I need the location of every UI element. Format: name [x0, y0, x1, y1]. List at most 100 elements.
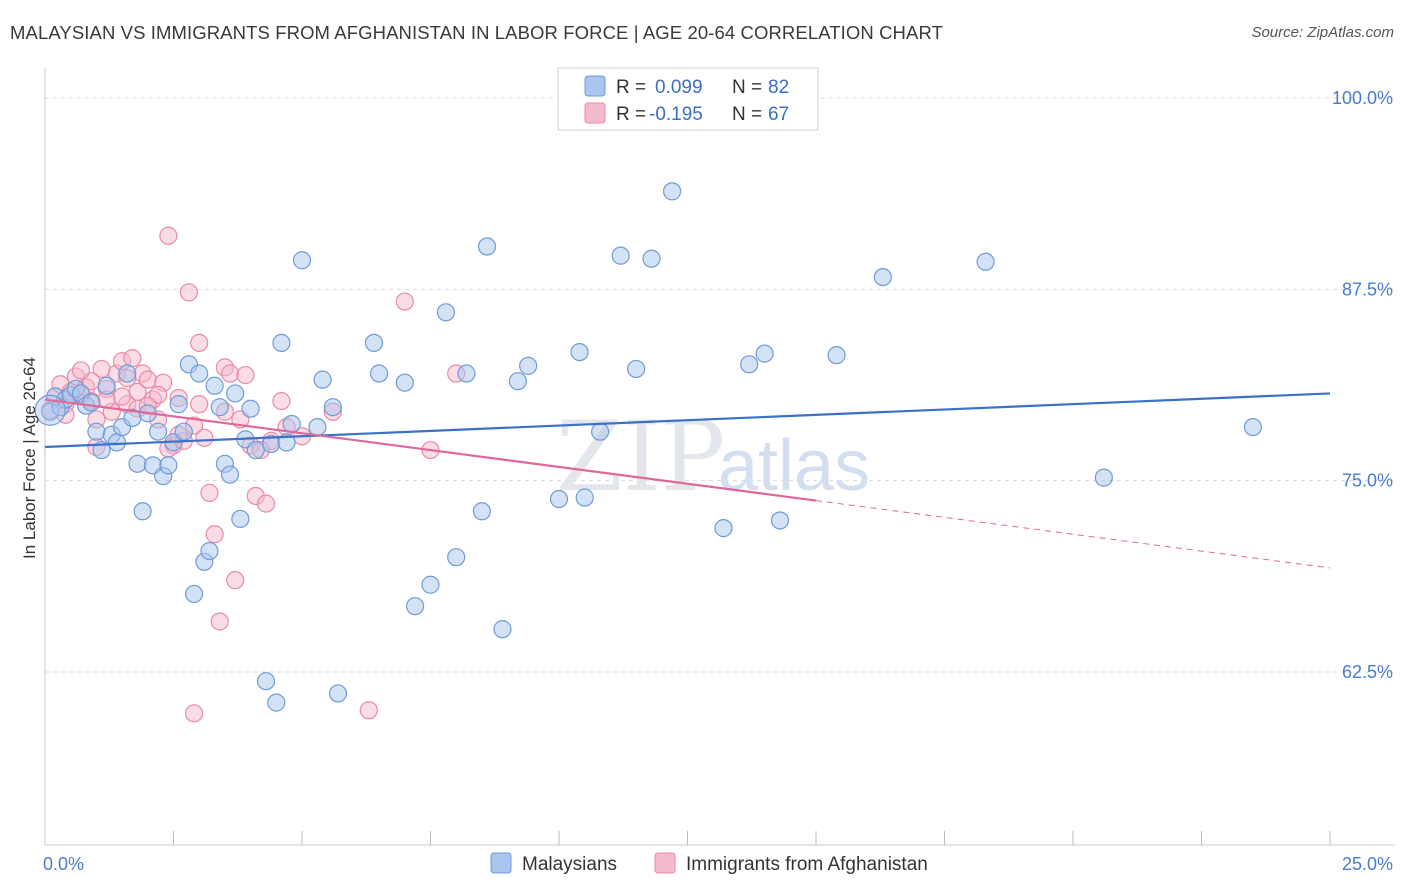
afghanistan-point — [184, 704, 204, 723]
axis-layer: 62.5% 75.0% 87.5% 100.0% 0.0% 25.0% — [43, 68, 1395, 874]
malaysian-point — [313, 370, 332, 389]
afghanistan-point — [195, 428, 214, 447]
legend-n-value-1: 82 — [768, 77, 789, 98]
malaysian-point — [210, 398, 229, 417]
legend-n-label-2: N = — [732, 104, 762, 125]
malaysian-point — [477, 237, 497, 256]
malaysian-point — [714, 519, 733, 538]
malaysian-point — [246, 440, 265, 460]
afghanistan-point — [190, 333, 209, 353]
malaysian-point — [740, 355, 759, 374]
malaysian-point — [97, 376, 116, 395]
legend-r-label-1: R = — [616, 77, 646, 98]
malaysian-point — [827, 346, 846, 365]
malaysian-point — [770, 511, 790, 530]
afghanistan-point — [220, 364, 240, 383]
malaysian-point — [493, 620, 512, 639]
malaysian-point — [82, 393, 101, 412]
malaysian-point — [128, 454, 147, 473]
malaysian-point — [200, 541, 219, 561]
malaysian-point — [447, 548, 466, 567]
malaysian-point — [107, 433, 127, 452]
legend-r-value-2: -0.195 — [649, 104, 703, 125]
afghanistan-point — [205, 525, 224, 544]
afghanistan-point — [138, 370, 157, 389]
malaysian-point — [272, 333, 291, 353]
legend-swatch-afghanistan — [584, 102, 606, 124]
malaysian-point — [436, 303, 456, 322]
afghanistan-point — [226, 571, 245, 590]
x-tick-label: 0.0% — [43, 854, 84, 874]
chart-title: MALAYSIAN VS IMMIGRANTS FROM AFGHANISTAN… — [10, 22, 943, 43]
malaysian-point — [328, 684, 348, 703]
source-label: Source: ZipAtlas.com — [1251, 24, 1394, 41]
malaysian-point — [421, 575, 440, 594]
afghanistan-point — [200, 483, 219, 503]
afghanistan-trend-line — [44, 398, 817, 502]
legend-n-label-1: N = — [732, 77, 762, 98]
malaysian-point — [472, 502, 491, 521]
afghanistan-point — [272, 391, 291, 411]
legend-r-label-2: R = — [616, 104, 646, 125]
malaysian-point — [976, 252, 995, 271]
malaysian-point — [549, 489, 569, 509]
malaysian-point — [364, 333, 384, 353]
malaysian-point-cluster — [34, 394, 66, 426]
watermark-atlas: atlas — [718, 426, 870, 506]
y-tick-label: 87.5% — [1342, 279, 1393, 299]
malaysian-point — [133, 502, 152, 521]
afghanistan-point — [123, 349, 142, 368]
afghanistan-point — [236, 365, 255, 385]
afghanistan-trend-line-extension — [815, 500, 1331, 569]
malaysian-point — [308, 417, 327, 437]
legend-n-value-2: 67 — [768, 104, 789, 125]
malaysian-point — [184, 584, 204, 604]
bottom-legend-label-malaysians: Malaysians — [522, 854, 617, 875]
malaysian-point — [256, 672, 276, 691]
afghanistan-point — [159, 226, 178, 245]
malaysian-point — [267, 693, 286, 712]
y-tick-label: 75.0% — [1342, 471, 1393, 491]
malaysian-point — [226, 384, 245, 403]
malaysian-point — [508, 372, 527, 391]
legend-r-value-1: 0.099 — [655, 77, 703, 98]
afghanistan-point — [179, 283, 199, 302]
bottom-legend-label-afghanistan: Immigrants from Afghanistan — [686, 854, 928, 875]
afghanistan-point — [190, 395, 209, 414]
y-tick-label: 62.5% — [1342, 662, 1393, 682]
trend-layer — [44, 392, 1331, 569]
malaysian-point — [570, 342, 589, 362]
malaysian-point — [626, 359, 646, 379]
bottom-legend-swatch-afghanistan — [654, 852, 676, 874]
bottom-legend-swatch-malaysians — [490, 852, 512, 874]
x-tick-label: 25.0% — [1342, 854, 1393, 874]
afghanistan-point — [256, 494, 276, 513]
malaysian-point — [1243, 417, 1263, 437]
afghanistan-point — [359, 701, 378, 720]
malaysian-point — [1094, 468, 1113, 487]
malaysian-point — [575, 488, 594, 507]
malaysian-point — [519, 356, 538, 375]
top-legend: R = 0.099 N = 82 R = -0.195 N = 67 — [557, 67, 819, 131]
malaysian-point — [370, 364, 389, 383]
malaysian-point — [190, 364, 209, 383]
malaysian-point — [873, 267, 892, 287]
grid-layer — [45, 97, 1395, 673]
malaysian-point — [231, 509, 250, 529]
malaysian-point — [755, 344, 774, 363]
malaysian-point — [169, 395, 188, 414]
afghanistan-point — [71, 361, 91, 380]
y-axis-label: In Labor Force | Age 20-64 — [20, 357, 39, 559]
malaysian-point — [323, 398, 342, 417]
malaysian-point — [395, 373, 414, 392]
afghanistan-point — [112, 387, 132, 406]
malaysian-point — [159, 456, 178, 475]
malaysian-point — [148, 422, 168, 441]
bottom-legend: Malaysians Immigrants from Afghanistan — [490, 852, 928, 875]
malaysian-point — [205, 376, 224, 395]
malaysian-point — [591, 422, 610, 441]
malaysian-point — [292, 251, 312, 270]
malaysian-point — [642, 249, 661, 268]
malaysian-point — [87, 422, 106, 441]
